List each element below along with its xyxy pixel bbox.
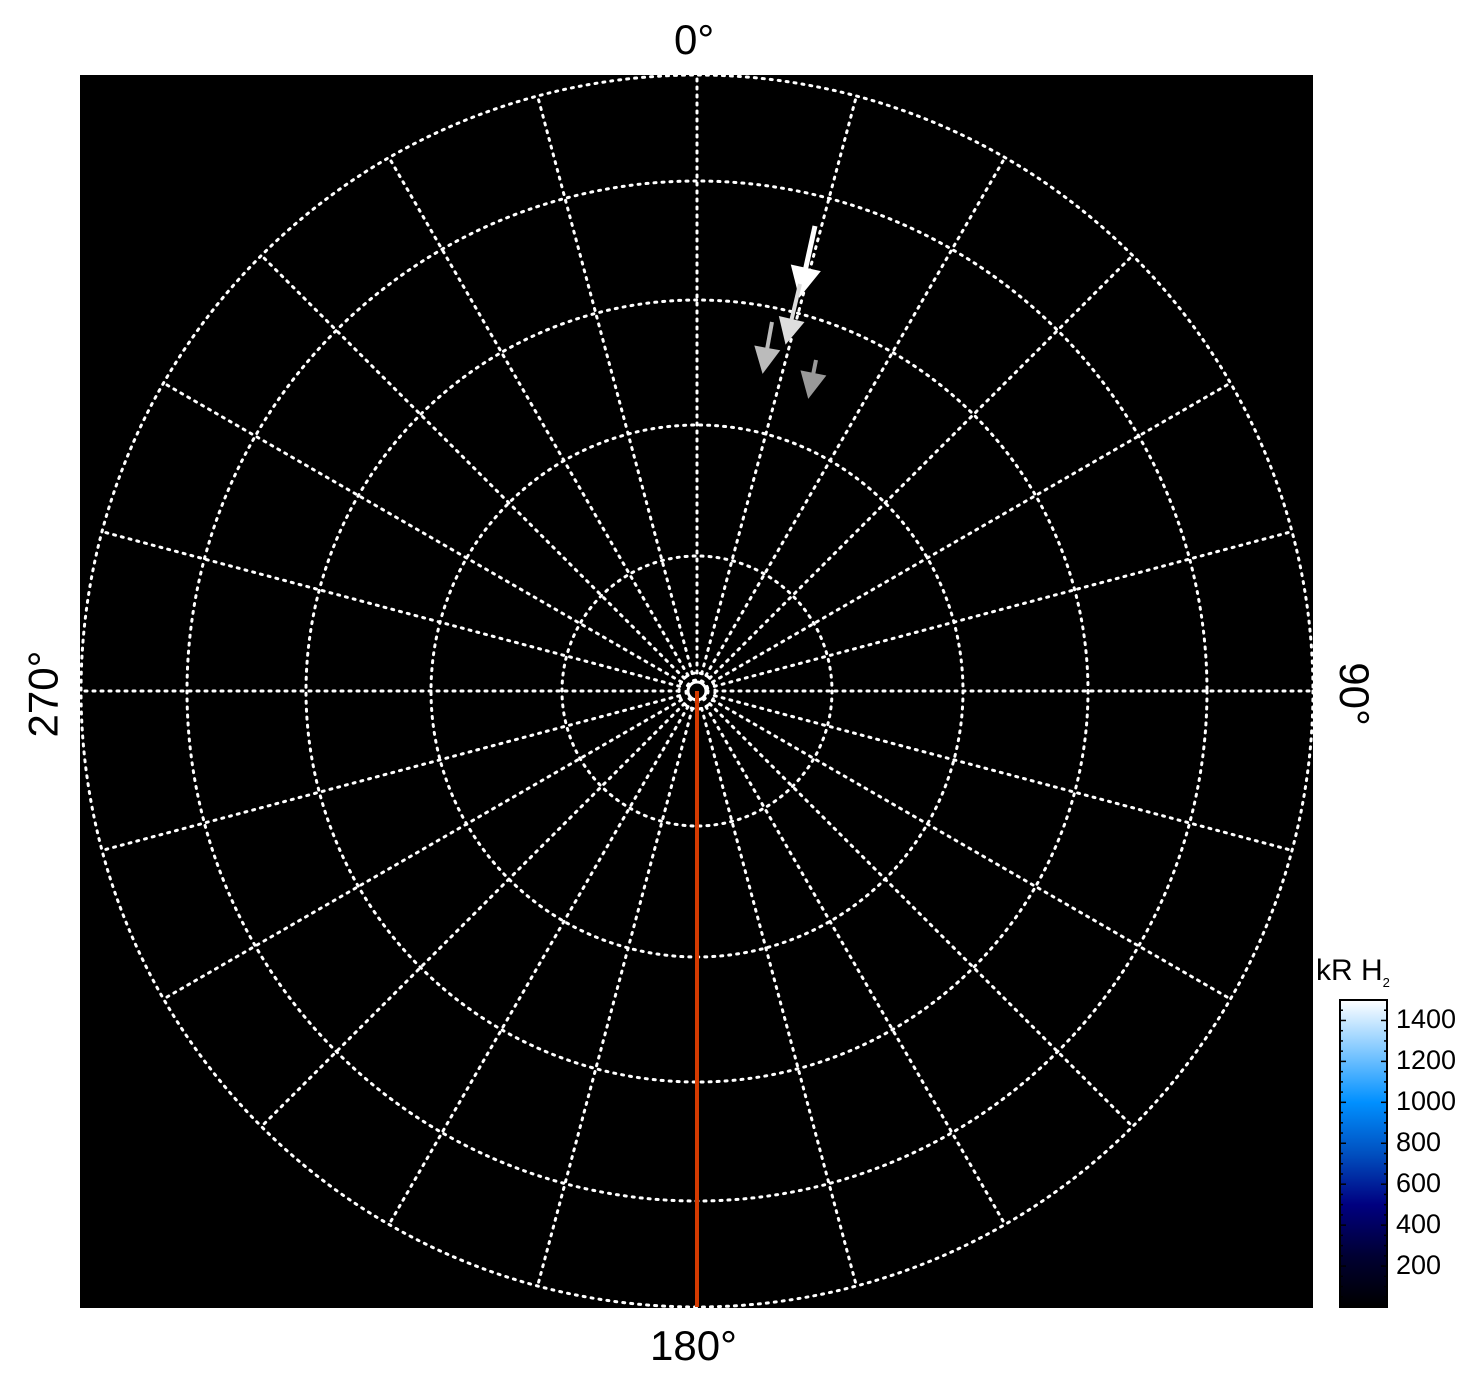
arrow-mark: [778, 283, 805, 345]
grid-meridian: [700, 706, 858, 1288]
grid-meridian: [259, 702, 686, 1129]
colorbar-tick-label: 200: [1396, 1250, 1442, 1281]
grid-meridian: [162, 698, 683, 1001]
colorbar: [1339, 999, 1388, 1308]
grid-meridian: [711, 698, 1232, 1001]
grid-ring: [560, 554, 834, 828]
grid-meridian: [387, 705, 690, 1226]
grid-meridian: [387, 156, 690, 677]
angle-label-180: 180°: [650, 1322, 737, 1369]
grid-meridian: [711, 381, 1232, 684]
grid-meridian: [259, 253, 686, 680]
grid-meridian: [704, 156, 1007, 677]
grid-meridian: [712, 530, 1294, 688]
grid-meridian: [708, 702, 1135, 1129]
colorbar-label-text: kR H: [1316, 954, 1383, 987]
angle-label-90: 90°: [1330, 662, 1378, 726]
colorbar-tick-label: 800: [1396, 1127, 1442, 1158]
colorbar-tick-label: 1200: [1396, 1045, 1457, 1076]
grid-meridian: [100, 694, 682, 852]
colorbar-tick-label: 600: [1396, 1168, 1442, 1199]
colorbar-tick-label: 1000: [1396, 1086, 1457, 1117]
angle-label-0: 0°: [674, 16, 715, 63]
angle-label-270: 270°: [19, 650, 67, 738]
grid-meridian: [708, 253, 1135, 680]
grid-meridian: [100, 530, 682, 688]
colorbar-label: kR H2: [1316, 954, 1390, 990]
grid-meridian: [536, 94, 694, 676]
colorbar-tick-label: 1400: [1396, 1004, 1457, 1035]
grid-meridian: [162, 381, 683, 684]
grid-meridian: [704, 705, 1007, 1226]
arrow-mark: [800, 359, 827, 399]
grid-ring: [304, 298, 1090, 1084]
grid-meridian: [700, 94, 858, 676]
colorbar-tick-label: 400: [1396, 1209, 1442, 1240]
grid-meridian: [536, 706, 694, 1288]
colorbar-label-sub: 2: [1382, 975, 1390, 990]
grid-meridian: [712, 694, 1294, 852]
arrow-mark: [754, 321, 781, 374]
